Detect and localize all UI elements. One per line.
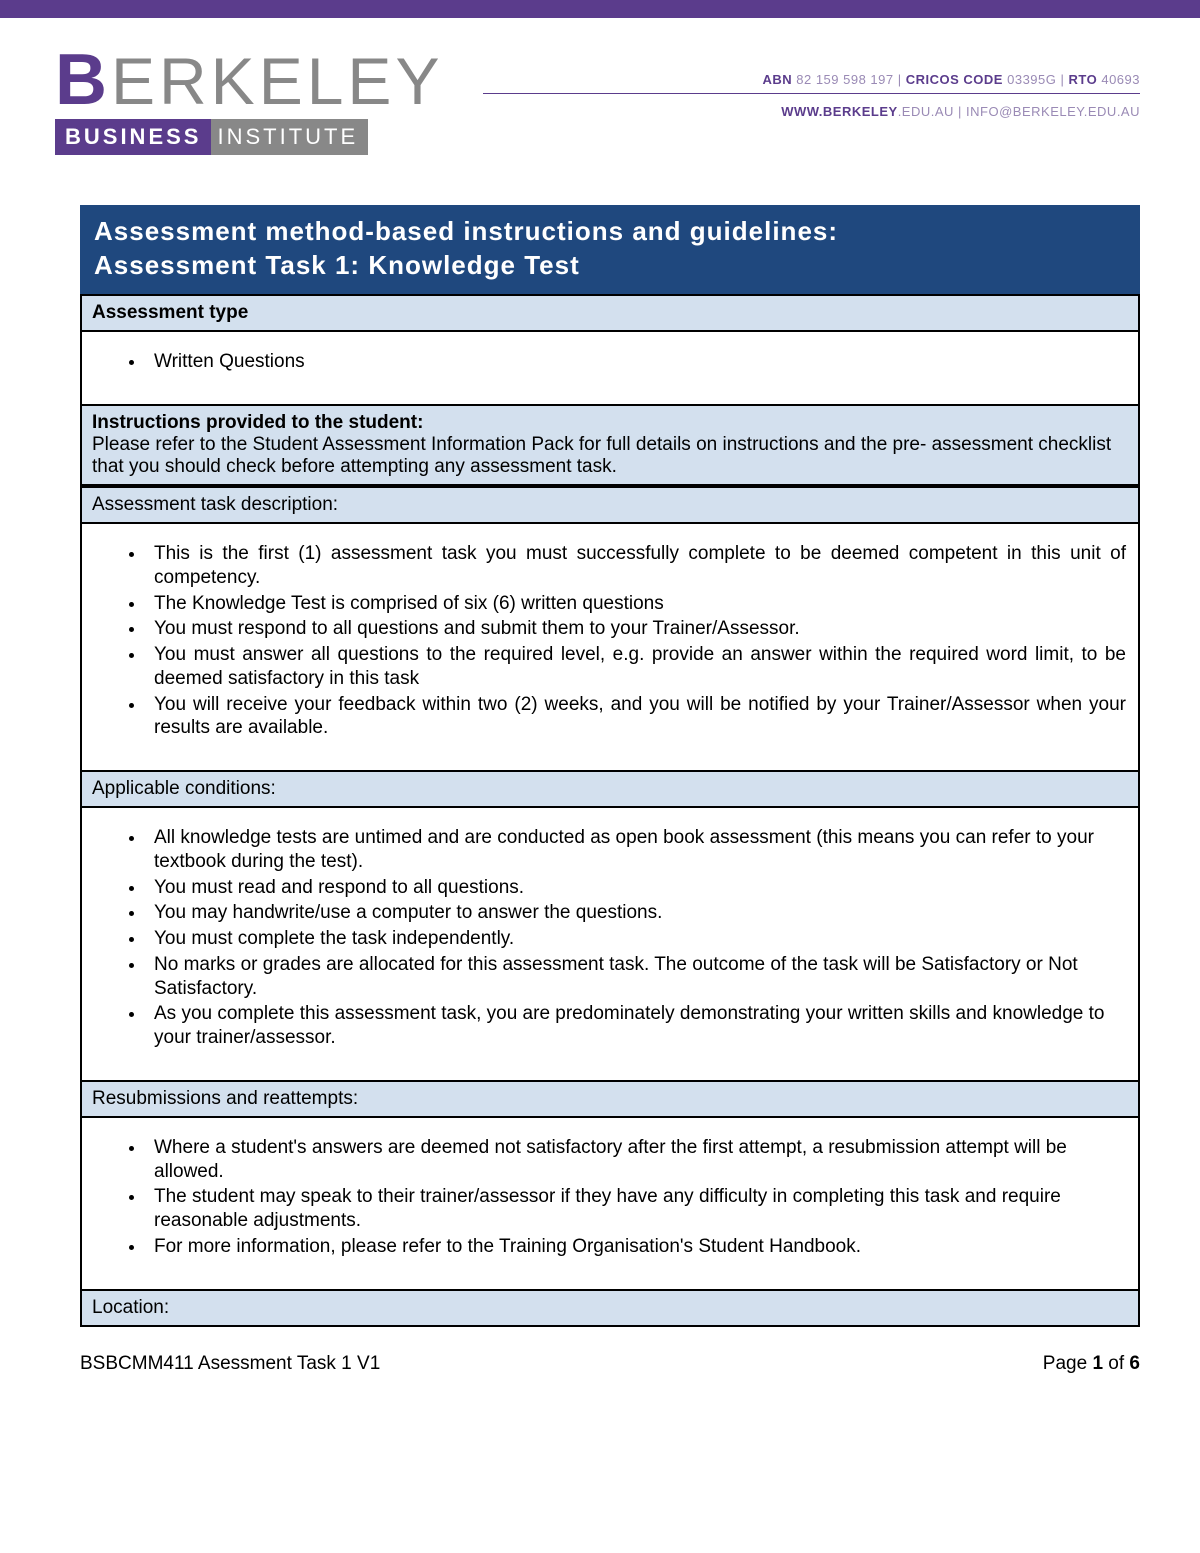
page-label: Page <box>1043 1353 1093 1374</box>
cricos-label: CRICOS CODE <box>906 72 1003 87</box>
sep-2: | <box>1061 72 1069 87</box>
page-header: BERKELEY BUSINESSINSTITUTE ABN 82 159 59… <box>0 18 1200 165</box>
list-item: Where a student's answers are deemed not… <box>146 1136 1126 1184</box>
logo-sub-business: BUSINESS <box>55 119 211 155</box>
logo-wordmark: BERKELEY <box>55 48 443 113</box>
rto-value: 40693 <box>1101 72 1140 87</box>
logo-letter-b: B <box>55 40 111 120</box>
page-of: of <box>1103 1353 1129 1374</box>
section-body-conditions: All knowledge tests are untimed and are … <box>82 808 1138 1080</box>
section-body-resubmissions: Where a student's answers are deemed not… <box>82 1118 1138 1289</box>
abn-value: 82 159 598 197 <box>796 72 893 87</box>
logo-rest: ERKELEY <box>111 44 443 118</box>
list-item: You will receive your feedback within tw… <box>146 693 1126 741</box>
resubmissions-list: Where a student's answers are deemed not… <box>94 1136 1126 1259</box>
section-header-task-description: Assessment task description: <box>82 486 1138 524</box>
list-item: As you complete this assessment task, yo… <box>146 1002 1126 1050</box>
section-header-assessment-type: Assessment type <box>82 294 1138 332</box>
section-header-instructions: Instructions provided to the student: Pl… <box>82 404 1138 486</box>
footer-page-indicator: Page 1 of 6 <box>1043 1353 1140 1375</box>
abn-label: ABN <box>762 72 792 87</box>
list-item: You must answer all questions to the req… <box>146 643 1126 691</box>
page-total: 6 <box>1129 1353 1140 1374</box>
list-item: The student may speak to their trainer/a… <box>146 1185 1126 1233</box>
list-item: For more information, please refer to th… <box>146 1235 1126 1259</box>
sections-table: Assessment type Written Questions Instru… <box>80 294 1140 1326</box>
top-purple-bar <box>0 0 1200 18</box>
banner-line-2: Assessment Task 1: Knowledge Test <box>94 249 1126 283</box>
assessment-type-list: Written Questions <box>94 350 1126 374</box>
site-bold: WWW.BERKELEY <box>781 104 898 119</box>
page-num: 1 <box>1092 1353 1103 1374</box>
site-suffix: .EDU.AU <box>898 104 954 119</box>
list-item: The Knowledge Test is comprised of six (… <box>146 592 1126 616</box>
cricos-value: 03395G <box>1007 72 1056 87</box>
header-registrations: ABN 82 159 598 197 | CRICOS CODE 03395G … <box>483 72 1140 94</box>
list-item: This is the first (1) assessment task yo… <box>146 542 1126 590</box>
sep-3: | <box>958 104 966 119</box>
logo-sub-institute: INSTITUTE <box>211 119 368 155</box>
logo: BERKELEY BUSINESSINSTITUTE <box>55 48 443 155</box>
title-banner: Assessment method-based instructions and… <box>80 205 1140 295</box>
list-item: You must complete the task independently… <box>146 927 1126 951</box>
email: INFO@BERKELEY.EDU.AU <box>966 104 1140 119</box>
content-area: Assessment method-based instructions and… <box>0 165 1200 1327</box>
section-header-resubmissions: Resubmissions and reattempts: <box>82 1080 1138 1118</box>
logo-subtitle: BUSINESSINSTITUTE <box>55 119 443 155</box>
banner-line-1: Assessment method-based instructions and… <box>94 215 1126 249</box>
list-item: No marks or grades are allocated for thi… <box>146 953 1126 1001</box>
section-body-task-description: This is the first (1) assessment task yo… <box>82 524 1138 770</box>
sep-1: | <box>898 72 906 87</box>
section-header-location: Location: <box>82 1289 1138 1325</box>
list-item: You must read and respond to all questio… <box>146 876 1126 900</box>
header-contact: WWW.BERKELEY.EDU.AU | INFO@BERKELEY.EDU.… <box>483 94 1140 119</box>
conditions-list: All knowledge tests are untimed and are … <box>94 826 1126 1050</box>
footer-doc-ref: BSBCMM411 Asessment Task 1 V1 <box>80 1353 380 1375</box>
instructions-title: Instructions provided to the student: <box>92 412 423 433</box>
list-item: You may handwrite/use a computer to answ… <box>146 901 1126 925</box>
list-item: All knowledge tests are untimed and are … <box>146 826 1126 874</box>
rto-label: RTO <box>1069 72 1098 87</box>
section-body-assessment-type: Written Questions <box>82 332 1138 404</box>
header-meta: ABN 82 159 598 197 | CRICOS CODE 03395G … <box>483 72 1140 119</box>
instructions-body: Please refer to the Student Assessment I… <box>92 434 1111 477</box>
list-item: Written Questions <box>146 350 1126 374</box>
list-item: You must respond to all questions and su… <box>146 617 1126 641</box>
task-description-list: This is the first (1) assessment task yo… <box>94 542 1126 740</box>
section-header-conditions: Applicable conditions: <box>82 770 1138 808</box>
document-page: BERKELEY BUSINESSINSTITUTE ABN 82 159 59… <box>0 0 1200 1375</box>
page-footer: BSBCMM411 Asessment Task 1 V1 Page 1 of … <box>0 1327 1200 1375</box>
